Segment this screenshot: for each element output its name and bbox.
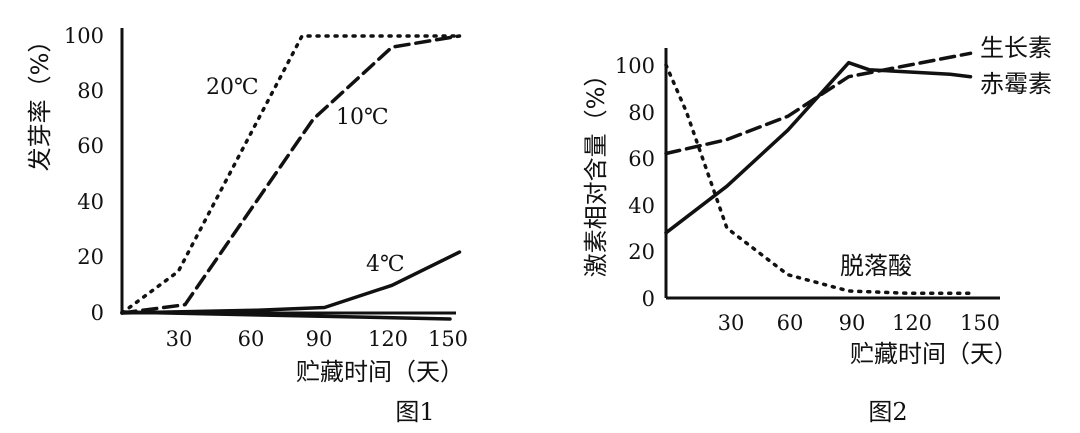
fig1-xtick-60: 60 — [238, 327, 265, 351]
fig1-ytick-40: 40 — [77, 190, 104, 214]
fig1-series-4c — [120, 250, 462, 315]
fig1-xtick-120: 120 — [368, 327, 408, 351]
fig1-caption: 图1 — [395, 398, 434, 426]
fig2-xtick-30: 30 — [718, 311, 745, 335]
fig2-x-ticks: 30 60 90 120 150 — [718, 311, 1000, 335]
fig2-ytick-40: 40 — [628, 194, 655, 218]
fig1-series-10c — [120, 34, 462, 315]
fig2-xtick-60: 60 — [777, 311, 804, 335]
fig2-x-axis-label: 贮藏时间（天） — [850, 340, 1018, 368]
fig2-xtick-150: 150 — [960, 311, 1000, 335]
fig1-y-axis-label: 发芽率（%） — [26, 29, 54, 172]
fig1-ytick-0: 0 — [91, 301, 104, 325]
fig1-xtick-30: 30 — [166, 327, 193, 351]
fig2-xtick-120: 120 — [892, 311, 932, 335]
fig2-ytick-0: 0 — [642, 287, 655, 311]
fig2-caption: 图2 — [868, 398, 907, 426]
fig1-label-10c: 10℃ — [336, 105, 389, 130]
fig2-y-axis-label: 激素相对含量（%） — [582, 63, 610, 278]
fig2-series-auxin — [664, 51, 973, 156]
fig2-ytick-100: 100 — [615, 54, 655, 78]
fig2-y-ticks: 100 80 60 40 20 0 — [615, 54, 655, 311]
fig1-baseline-stroke — [120, 310, 452, 321]
fig2-ytick-20: 20 — [628, 240, 655, 264]
fig1-ytick-60: 60 — [77, 134, 104, 158]
fig1-x-axis-label: 贮藏时间（天） — [296, 358, 464, 386]
fig2-series-gibberellin — [664, 60, 973, 235]
fig2-label-auxin: 生长素 — [980, 34, 1052, 62]
fig2-label-gibberellin: 赤霉素 — [980, 70, 1052, 98]
fig2-xtick-90: 90 — [839, 311, 866, 335]
fig2-ytick-80: 80 — [628, 101, 655, 125]
fig1-label-20c: 20℃ — [206, 75, 259, 100]
fig1-x-ticks: 30 60 90 120 150 — [166, 327, 468, 351]
fig1-ytick-80: 80 — [77, 79, 104, 103]
fig2-label-aba: 脱落酸 — [840, 252, 912, 280]
fig1-xtick-150: 150 — [428, 327, 468, 351]
fig1-series-20c — [120, 34, 462, 315]
figure-2: 100 80 60 40 20 0 30 60 90 120 150 生长素 赤… — [582, 34, 1052, 426]
fig1-xtick-90: 90 — [306, 327, 333, 351]
fig1-ytick-20: 20 — [77, 245, 104, 269]
fig1-label-4c: 4℃ — [366, 252, 405, 277]
fig2-series-aba — [664, 63, 973, 296]
figure-1: 100 80 60 40 20 0 30 60 90 120 150 20℃ 1… — [26, 24, 468, 426]
fig1-ytick-100: 100 — [64, 24, 104, 48]
fig2-ytick-60: 60 — [628, 147, 655, 171]
fig1-y-ticks: 100 80 60 40 20 0 — [64, 24, 104, 325]
